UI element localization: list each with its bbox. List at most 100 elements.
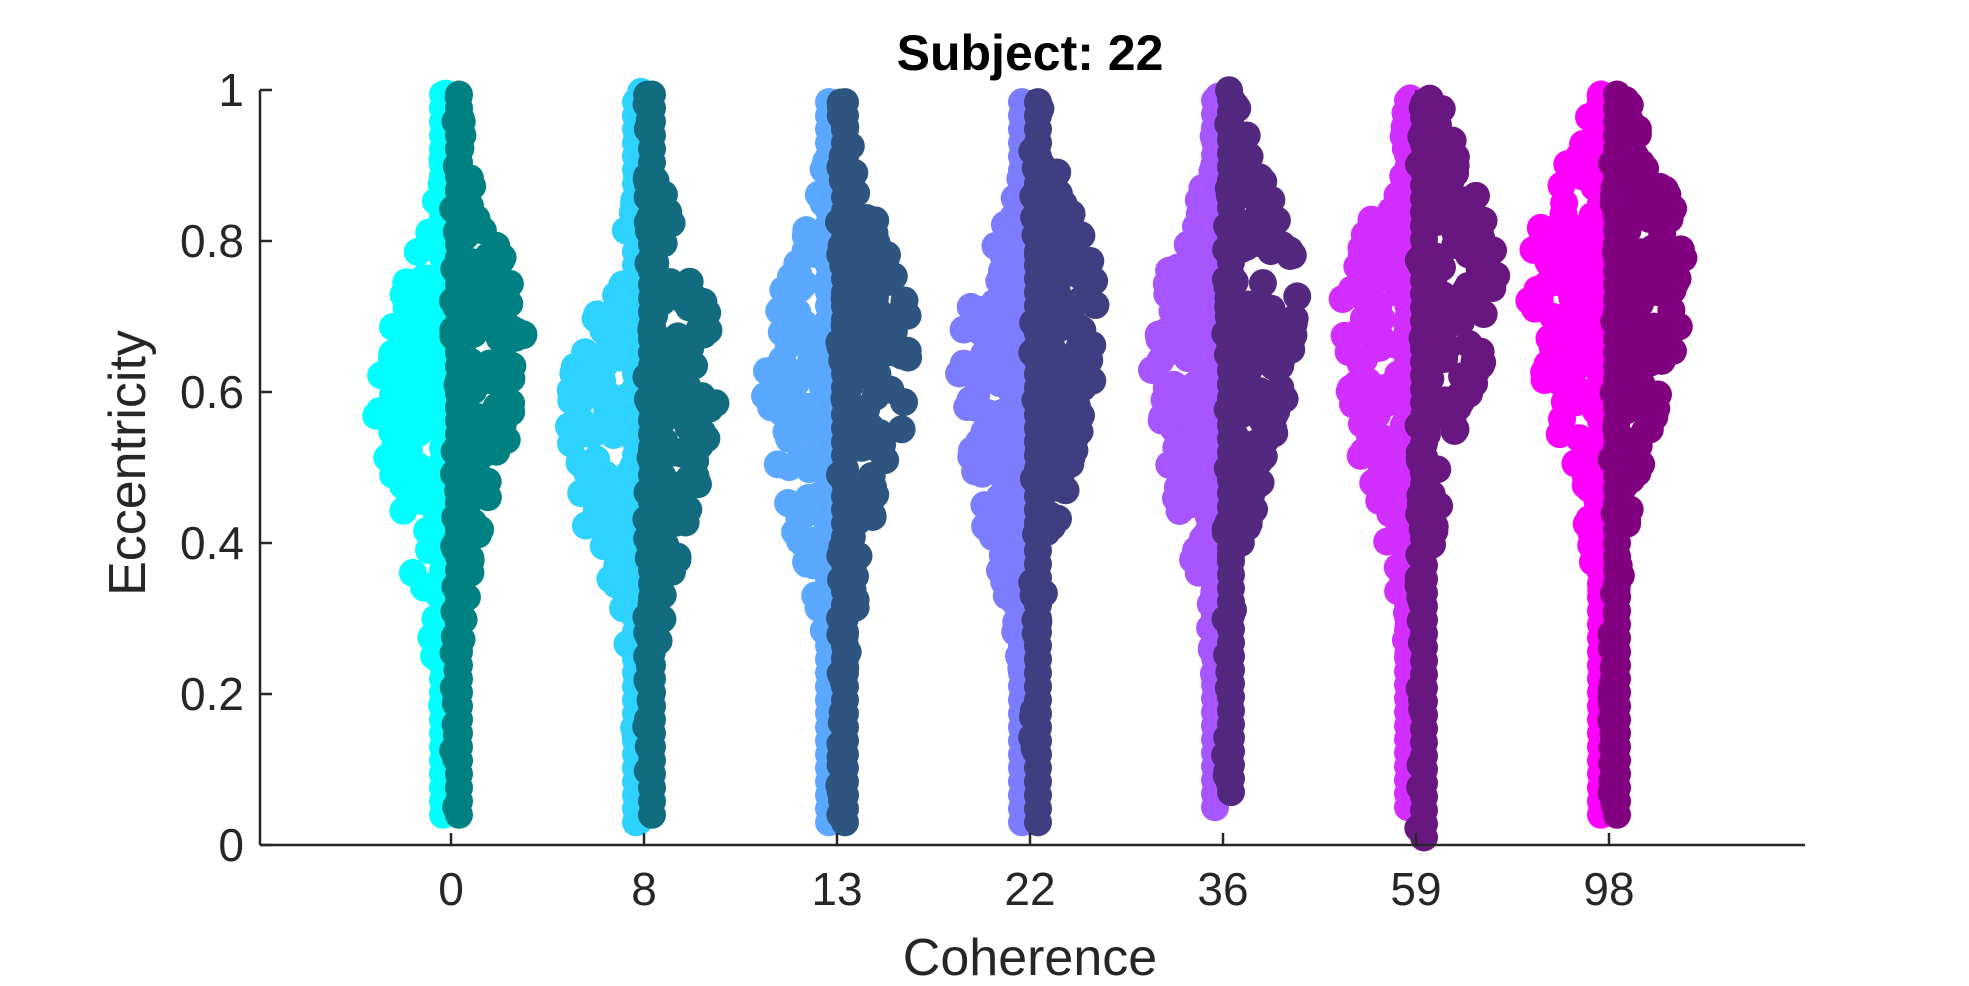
data-point [1351, 285, 1380, 314]
data-point [1250, 404, 1279, 433]
data-point [689, 320, 718, 349]
data-point [865, 419, 894, 448]
data-point [968, 459, 997, 488]
data-point [445, 80, 473, 109]
data-point [479, 352, 508, 381]
data-point [1152, 373, 1181, 402]
violin-group-0 [362, 79, 538, 829]
x-tick-label: 0 [438, 863, 464, 915]
data-point [1173, 344, 1202, 373]
data-point [1362, 470, 1391, 499]
y-axis: 0 0.2 0.4 0.6 0.8 1 [180, 64, 272, 871]
data-point [1280, 304, 1309, 333]
data-point [1257, 294, 1286, 323]
violin-group-13 [751, 88, 923, 837]
y-tick-label: 1 [218, 64, 244, 116]
x-axis: 0 8 13 22 36 59 98 [260, 833, 1805, 915]
data-point [1370, 390, 1399, 419]
data-point [483, 399, 512, 428]
data-point [1270, 384, 1299, 413]
data-point [1532, 270, 1561, 299]
data-point [1652, 240, 1681, 269]
data-point [583, 300, 612, 329]
data-point [1024, 88, 1052, 117]
data-point [752, 357, 781, 386]
data-point [681, 462, 710, 491]
violin-group-98 [1515, 80, 1698, 829]
data-point [1461, 358, 1490, 387]
x-tick-label: 13 [811, 863, 862, 915]
data-point [389, 462, 418, 491]
data-point [1241, 470, 1270, 499]
data-point [375, 359, 404, 388]
data-point [1443, 393, 1472, 422]
data-point [1066, 332, 1095, 361]
data-point [980, 288, 1009, 317]
violin-right-8 [632, 80, 730, 829]
data-point [678, 382, 707, 411]
data-point [469, 439, 498, 468]
y-tick-label: 0.4 [180, 517, 244, 569]
data-point [781, 518, 810, 547]
data-point [495, 314, 524, 343]
data-point [1076, 246, 1105, 275]
data-point [579, 419, 608, 448]
data-point [1346, 349, 1375, 378]
data-point [978, 358, 1007, 387]
data-point [970, 419, 999, 448]
data-point [1521, 293, 1550, 322]
data-point [769, 275, 798, 304]
y-axis-label: Eccentricity [99, 330, 157, 596]
data-point [365, 396, 394, 425]
data-point [668, 439, 697, 468]
y-tick-label: 0.8 [180, 215, 244, 267]
violin-right-36 [1211, 76, 1312, 807]
data-point [1277, 335, 1306, 364]
data-point [831, 88, 859, 117]
data-point [1346, 441, 1375, 470]
data-point [1461, 276, 1490, 305]
data-point [1238, 331, 1267, 360]
data-point [1151, 333, 1180, 362]
violin-right-0 [439, 80, 538, 829]
data-point [1180, 370, 1209, 399]
data-point [1637, 260, 1666, 289]
data-point [680, 418, 709, 447]
data-point [1456, 231, 1485, 260]
y-tick-label: 0 [218, 819, 244, 871]
data-point [1162, 433, 1191, 462]
data-point [1437, 192, 1466, 221]
x-tick-label: 8 [631, 863, 657, 915]
violin-right-59 [1404, 84, 1511, 852]
data-point [1361, 256, 1390, 285]
violin-right-22 [1018, 88, 1110, 837]
data-point [1558, 283, 1587, 312]
data-point [1561, 318, 1590, 347]
data-point [1544, 359, 1573, 388]
data-point [593, 396, 622, 425]
x-axis-label: Coherence [903, 929, 1157, 986]
data-point [572, 340, 601, 369]
data-point [1341, 380, 1370, 409]
data-point [1363, 234, 1392, 263]
data-point [1065, 417, 1094, 446]
data-point [768, 296, 797, 325]
data-point [680, 286, 709, 315]
data-point [862, 295, 891, 324]
y-tick-label: 0.2 [180, 668, 244, 720]
violin-right-98 [1597, 80, 1698, 829]
data-point [1050, 312, 1079, 341]
x-tick-label: 36 [1197, 863, 1248, 915]
swarm-layer [362, 76, 1698, 852]
data-point [638, 80, 666, 109]
data-point [495, 269, 524, 298]
x-tick-label: 98 [1583, 863, 1634, 915]
data-point [757, 393, 786, 422]
data-point [1360, 207, 1389, 236]
data-point [880, 338, 909, 367]
data-point [1161, 402, 1190, 431]
data-point [1553, 150, 1582, 179]
data-point [590, 492, 619, 521]
data-point [556, 376, 585, 405]
data-point [1283, 282, 1312, 311]
